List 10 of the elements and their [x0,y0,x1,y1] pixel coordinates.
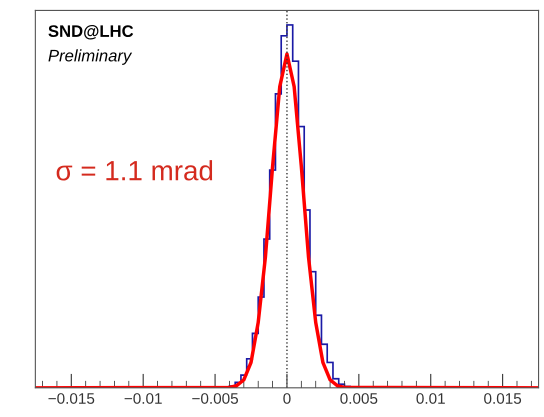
annotation: SND@LHC [48,25,134,40]
annotation: Preliminary [48,49,132,65]
x-tick-label: 0.01 [416,393,445,404]
x-tick-label: 0.005 [340,393,378,404]
x-tick-label: −0.015 [48,393,94,404]
x-tick-label: −0.01 [124,393,162,404]
annotation: σ = 1.1 mrad [56,160,212,181]
x-tick-label: 0.015 [484,393,522,404]
x-tick-label: −0.005 [192,393,238,404]
x-tick-label: 0 [283,393,291,404]
